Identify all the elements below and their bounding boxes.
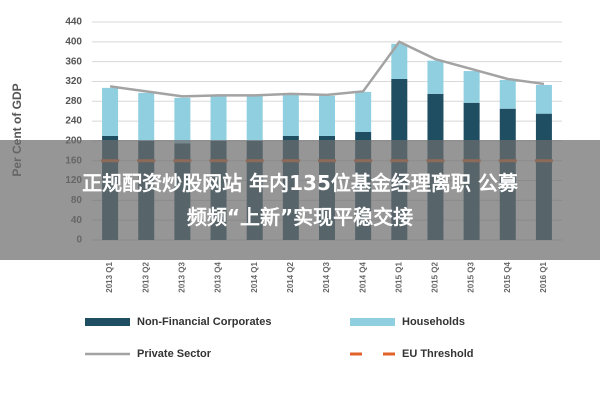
bar [174,97,191,144]
y-tick-label: 360 [65,56,82,67]
banner-line: 正规配资炒股网站 年内135位基金经理离职 公募 [82,171,518,195]
x-tick-label: 2015 Q4 [503,261,512,292]
x-tick-label: 2014 Q1 [250,261,259,292]
bar [463,71,480,103]
x-tick-label: 2016 Q1 [539,261,548,292]
bar [499,79,516,109]
bar [535,84,552,114]
bar [427,60,444,94]
legend-label: Private Sector [137,348,212,360]
x-tick-label: 2013 Q3 [177,261,186,292]
x-tick-label: 2014 Q3 [322,261,331,292]
x-tick-label: 2013 Q1 [105,261,114,292]
x-tick-label: 2015 Q2 [431,261,440,292]
bar [102,87,119,136]
bar [138,92,155,141]
bar [246,95,263,141]
legend-swatch [350,318,395,326]
x-tick-label: 2013 Q4 [214,261,223,292]
legend-label: Non-Financial Corporates [137,316,271,328]
y-tick-label: 400 [65,36,82,47]
y-tick-label: 320 [65,76,82,87]
y-tick-label: 280 [65,96,82,107]
legend-swatch [85,318,130,326]
bar [355,91,372,132]
bar [319,95,335,136]
x-tick-label: 2014 Q2 [286,261,295,292]
x-tick-label: 2015 Q1 [394,261,403,292]
x-tick-label: 2013 Q2 [141,261,150,292]
x-tick-label: 2015 Q3 [467,261,476,292]
banner: 正规配资炒股网站 年内135位基金经理离职 公募 频频“上新”实现平稳交接 [0,140,600,260]
x-tick-label: 2014 Q4 [358,261,367,292]
line [109,40,545,98]
banner-line: 频频“上新”实现平稳交接 [186,205,414,229]
legend-label: Households [402,316,465,328]
bar [282,94,299,136]
bar [391,43,408,79]
legend-label: EU Threshold [402,348,474,360]
y-tick-label: 440 [65,17,82,28]
bar [210,95,227,141]
y-tick-label: 240 [65,116,82,127]
